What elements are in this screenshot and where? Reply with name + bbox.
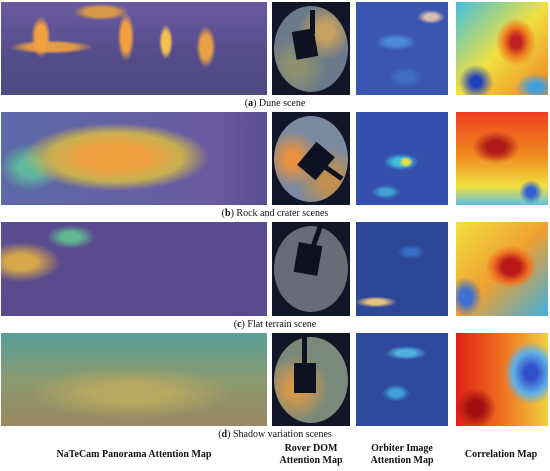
panorama-image (1, 112, 267, 205)
rover-image (272, 112, 350, 205)
column-label: Orbiter Image Attention Map (352, 443, 452, 467)
orbiter-image (356, 222, 448, 316)
text: ) (230, 208, 234, 219)
panorama-image (1, 333, 267, 426)
caption: (a) Dune scene (0, 98, 550, 109)
correlation-image (456, 112, 548, 205)
rover-image (272, 2, 350, 95)
caption: (d) Shadow variation scenes (0, 429, 550, 440)
text: ) (241, 319, 245, 330)
rover-shadow (310, 10, 315, 34)
text: Rock and crater scenes (236, 208, 329, 219)
caption: (c) Flat terrain scene (0, 319, 550, 330)
text: b (225, 208, 231, 219)
text: Rover DOM (284, 443, 338, 454)
text: d (221, 429, 228, 440)
correlation-image (456, 333, 548, 426)
text: ) (227, 429, 231, 440)
rover-shadow (294, 363, 316, 393)
text: ( (221, 208, 226, 219)
caption: (b) Rock and crater scenes (0, 208, 550, 219)
text: a (248, 98, 254, 109)
column-label: Rover DOM Attention Map (262, 443, 360, 467)
text: ( (244, 98, 249, 109)
panorama-image (1, 222, 267, 316)
panorama-image (1, 2, 267, 95)
text: Dune scene (258, 98, 306, 109)
text: Attention Map (370, 455, 434, 466)
rover-image (272, 333, 350, 426)
orbiter-image (356, 333, 448, 426)
rover-image (272, 222, 350, 316)
text: Correlation Map (464, 449, 538, 460)
correlation-image (456, 2, 548, 95)
orbiter-image (356, 2, 448, 95)
text: Orbiter Image (371, 443, 433, 454)
text: ( (233, 319, 238, 330)
text: NaTeCam Panorama Attention Map (56, 449, 212, 460)
column-label: Correlation Map (452, 449, 550, 461)
text: Shadow variation scenes (232, 429, 332, 440)
text: ) (253, 98, 257, 109)
text: Attention Map (279, 455, 343, 466)
orbiter-image (356, 112, 448, 205)
correlation-image (456, 222, 548, 316)
text: c (237, 319, 242, 330)
column-label: NaTeCam Panorama Attention Map (1, 449, 267, 461)
rover-shadow (302, 335, 307, 365)
rover-shadow (293, 242, 323, 276)
text: Flat terrain scene (247, 319, 317, 330)
text: ( (218, 429, 222, 440)
